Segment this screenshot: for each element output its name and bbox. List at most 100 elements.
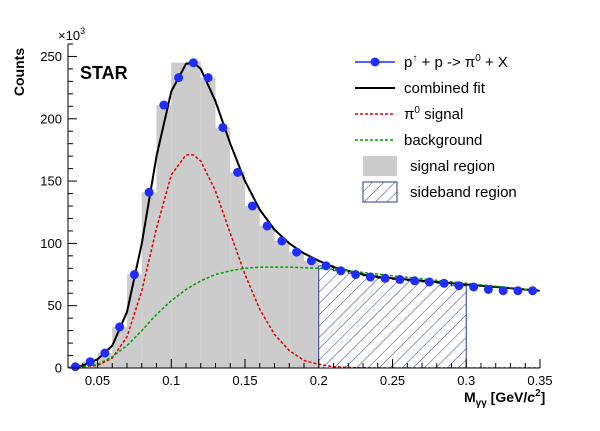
- legend-signal-region-label: signal region: [410, 158, 495, 175]
- experiment-label: STAR: [80, 63, 128, 83]
- y-tick-label: 0: [55, 361, 62, 376]
- legend-signal-post: signal: [420, 106, 463, 123]
- signal-bin: [156, 105, 172, 369]
- x-axis-title-c: c: [527, 389, 535, 405]
- y-tick-label: 250: [40, 49, 62, 64]
- sideband-bin: [422, 282, 437, 368]
- data-point: [159, 100, 169, 110]
- data-point: [498, 286, 508, 296]
- data-point: [439, 278, 449, 288]
- signal-bin: [200, 77, 216, 369]
- x-tick-label: 0.3: [457, 373, 475, 388]
- legend-signal-region-swatch: [363, 156, 397, 176]
- sideband-bin: [363, 275, 378, 368]
- legend-signal-pi: π: [404, 106, 414, 123]
- data-point: [321, 261, 331, 271]
- x-axis-title-unit: [GeV/: [487, 389, 528, 405]
- data-point: [70, 362, 80, 372]
- y-multiplier-exp: 3: [80, 26, 85, 36]
- data-point: [469, 282, 479, 292]
- data-point: [247, 201, 257, 211]
- signal-bin: [127, 274, 142, 368]
- data-point: [292, 247, 302, 257]
- signal-bin: [171, 62, 186, 368]
- data-point: [454, 281, 464, 291]
- sideband-bin: [407, 280, 422, 368]
- sideband-bin: [333, 270, 349, 368]
- y-tick-label: 150: [40, 174, 62, 189]
- x-tick-label: 0.1: [162, 373, 180, 388]
- y-axis-title: Counts: [11, 48, 27, 96]
- data-point: [115, 322, 125, 332]
- y-tick-label: 100: [40, 236, 62, 251]
- data-point: [365, 272, 375, 282]
- data-point: [424, 277, 434, 287]
- data-point: [188, 58, 198, 68]
- data-point: [336, 266, 346, 276]
- signal-bin: [245, 206, 260, 368]
- data-point: [483, 284, 493, 294]
- legend-background-label: background: [404, 132, 482, 149]
- sideband-bin: [348, 273, 363, 368]
- signal-bin: [274, 240, 290, 368]
- legend-data-arrow: ↑: [412, 53, 417, 64]
- legend: p↑ + p -> π0 + X combined fit π0 signal …: [355, 53, 517, 203]
- x-tick-label: 0.15: [232, 373, 257, 388]
- data-point: [351, 270, 361, 280]
- data-point: [174, 73, 184, 83]
- x-axis-title-close: ]: [541, 389, 546, 405]
- data-point: [277, 236, 287, 246]
- legend-fit-label: combined fit: [404, 80, 486, 97]
- sideband-bin: [318, 265, 334, 368]
- legend-sideband-label: sideband region: [410, 184, 517, 201]
- y-multiplier: ×103: [58, 26, 85, 43]
- data-point: [233, 167, 243, 177]
- x-axis-title-sub: γγ: [476, 398, 488, 409]
- legend-data-p: p: [404, 54, 412, 71]
- data-points: [70, 58, 538, 372]
- data-point: [85, 357, 95, 367]
- data-point: [129, 270, 139, 280]
- legend-entry-signal: π0 signal: [355, 105, 463, 123]
- signal-bin: [304, 260, 319, 368]
- legend-marker-icon: [370, 57, 380, 67]
- background-curve: [68, 266, 540, 368]
- data-point: [203, 73, 213, 83]
- legend-entry-signal-region: signal region: [363, 156, 495, 176]
- data-point: [306, 256, 316, 266]
- data-point: [218, 122, 228, 132]
- legend-entry-sideband: sideband region: [362, 181, 517, 203]
- signal-bin: [186, 61, 201, 368]
- legend-entry-data: p↑ + p -> π0 + X: [355, 53, 508, 71]
- svg-text:π0 signal: π0 signal: [404, 105, 463, 123]
- svg-text:p↑ + p -> π0 + X: p↑ + p -> π0 + X: [404, 53, 508, 71]
- y-tick-label: 50: [48, 298, 62, 313]
- y-multiplier-base: ×10: [58, 28, 80, 43]
- data-point: [528, 286, 538, 296]
- y-tick-label: 200: [40, 111, 62, 126]
- legend-entry-background: background: [355, 132, 482, 149]
- signal-bin: [259, 225, 275, 368]
- x-axis-title-exp: 2: [535, 388, 541, 399]
- data-point: [380, 273, 390, 283]
- data-point: [100, 348, 110, 358]
- signal-bin: [215, 127, 231, 368]
- legend-data-sup: 0: [475, 53, 481, 64]
- x-tick-label: 0.25: [380, 373, 405, 388]
- sideband-bin: [392, 279, 408, 368]
- x-tick-label: 0.05: [85, 373, 110, 388]
- data-point: [410, 276, 420, 286]
- x-axis-title-main: M: [464, 389, 476, 405]
- x-axis-title: Mγγ [GeV/c2]: [464, 388, 545, 409]
- legend-data-post: + X: [481, 54, 508, 71]
- signal-bin: [141, 192, 157, 368]
- legend-data-mid: + p -> π: [417, 54, 475, 71]
- signal-bin: [289, 252, 304, 368]
- sideband-bin: [451, 285, 467, 368]
- data-point: [262, 221, 272, 231]
- axes: 0.05 0.1 0.15 0.2 0.25 0.3 0.35 0 50 100 150 200 250: [40, 43, 553, 388]
- legend-signal-sup: 0: [414, 105, 420, 116]
- data-point: [144, 187, 154, 197]
- x-tick-label: 0.2: [310, 373, 328, 388]
